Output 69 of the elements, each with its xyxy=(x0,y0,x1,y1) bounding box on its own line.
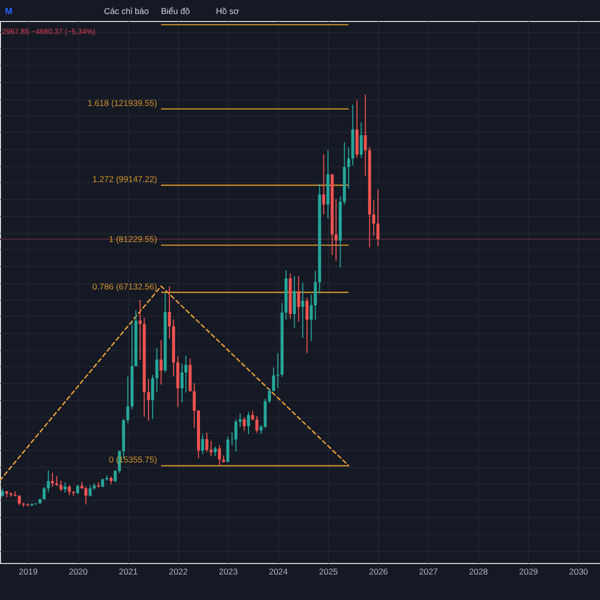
x-tick-label: 2019 xyxy=(18,566,38,576)
candlestick xyxy=(18,494,21,506)
candlestick xyxy=(155,348,158,393)
candlestick xyxy=(50,472,54,488)
candlestick xyxy=(297,276,300,322)
candlestick xyxy=(322,154,326,215)
candlestick xyxy=(234,418,238,452)
ref-line-label: 1.272 (99147.22) xyxy=(92,174,158,184)
ref-line-label: 0.786 (67132.56) xyxy=(92,281,158,292)
candlestick xyxy=(360,122,363,158)
candlestick xyxy=(255,416,258,434)
candlestick xyxy=(84,486,88,505)
candlestick xyxy=(230,432,234,446)
candlestick xyxy=(168,286,171,340)
candlestick xyxy=(305,297,308,354)
candlestick xyxy=(59,480,62,492)
candlestick xyxy=(64,482,67,494)
x-tick-label: 2029 xyxy=(519,566,538,576)
candlestick xyxy=(46,470,50,493)
candlestick xyxy=(151,374,154,420)
candlestick xyxy=(376,188,380,246)
x-tick-label: 2028 xyxy=(468,566,488,576)
candlestick xyxy=(160,340,163,386)
candlestick xyxy=(292,276,296,328)
text: Biểu đồ xyxy=(161,6,190,16)
candlestick xyxy=(314,270,317,320)
candlestick xyxy=(246,412,250,435)
candlestick xyxy=(268,388,271,404)
x-tick-label: 2025 xyxy=(318,566,338,576)
candlestick xyxy=(226,436,230,462)
candlestick xyxy=(205,432,208,452)
x-tick-label: 2020 xyxy=(68,566,88,576)
candlestick xyxy=(138,299,142,360)
candlestick xyxy=(126,376,130,424)
candlestick xyxy=(68,484,71,496)
candlestick xyxy=(184,355,188,394)
ref-line-label: 1.618 (121939.55) xyxy=(88,98,158,108)
candlestick xyxy=(218,444,221,466)
candlestick xyxy=(42,486,46,500)
ref-line-label: 1 (81229.55) xyxy=(108,234,158,244)
candlestick xyxy=(242,416,246,432)
candlestick xyxy=(214,446,217,457)
x-tick-label: 2030 xyxy=(569,566,588,576)
candlestick xyxy=(192,382,196,428)
candlestick xyxy=(272,366,276,392)
candlestick xyxy=(76,484,80,495)
candlestick xyxy=(88,484,92,498)
candlestick xyxy=(276,352,280,388)
x-tick-label: 2027 xyxy=(418,566,438,576)
candlestick xyxy=(201,434,204,455)
x-tick-label: 2026 xyxy=(368,566,388,576)
candlestick xyxy=(180,363,184,403)
candlestick xyxy=(310,294,313,342)
candlestick xyxy=(347,146,350,189)
x-tick-label: 2023 xyxy=(218,566,238,576)
candlestick xyxy=(55,475,58,486)
candlestick xyxy=(301,282,304,339)
candlestick xyxy=(114,469,117,483)
x-tick-label: 2024 xyxy=(268,566,288,576)
text: Hồ sơ xyxy=(216,6,240,16)
text: M xyxy=(5,6,12,16)
candlestick xyxy=(372,200,376,236)
candlestick xyxy=(146,378,150,422)
candlestick xyxy=(251,410,254,421)
candlestick xyxy=(334,198,338,262)
x-tick-label: 2022 xyxy=(168,566,188,576)
x-tick-label: 2021 xyxy=(118,566,138,576)
candlestick xyxy=(364,94,367,176)
text: Các chỉ báo xyxy=(104,6,150,16)
